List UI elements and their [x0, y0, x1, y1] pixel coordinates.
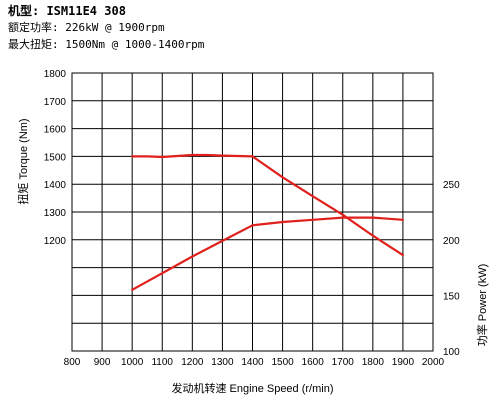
x-axis-label: 发动机转速 Engine Speed (r/min) — [172, 381, 334, 395]
left-tick-label: 1600 — [44, 125, 67, 136]
x-tick-label: 800 — [64, 357, 81, 368]
x-axis-ticks: 800 900 1000 1100 1200 1300 1400 1500 1600 1700 18… — [64, 357, 445, 368]
left-tick-label: 1300 — [44, 208, 67, 219]
data-lines — [131, 153, 404, 291]
plot-area-frame — [71, 72, 434, 352]
left-tick-label: 1700 — [44, 97, 67, 108]
right-tick-label: 100 — [443, 347, 460, 358]
x-tick-label: 1900 — [392, 357, 415, 368]
left-axis-ticks: 1200 1300 1400 1500 1600 1700 1800 — [44, 69, 67, 247]
x-tick-label: 1800 — [362, 357, 385, 368]
x-tick-label: 1400 — [241, 357, 264, 368]
engine-model-title: 机型: ISM11E4 308 — [8, 4, 126, 18]
x-tick-label: 1300 — [211, 357, 234, 368]
left-tick-label: 1200 — [44, 236, 67, 247]
x-tick-label: 900 — [94, 357, 111, 368]
chart-grid — [72, 73, 433, 351]
right-axis-ticks: 100 150 200 250 — [443, 180, 460, 358]
right-tick-label: 150 — [443, 291, 460, 302]
x-tick-label: 2000 — [422, 357, 445, 368]
x-tick-label: 1200 — [181, 357, 204, 368]
left-tick-label: 1800 — [44, 69, 67, 80]
max-torque-text: 最大扭矩: 1500Nm @ 1000-1400rpm — [8, 38, 205, 51]
x-tick-label: 1100 — [151, 357, 173, 368]
x-tick-label: 1500 — [271, 357, 294, 368]
x-tick-label: 1700 — [332, 357, 355, 368]
right-axis-label: 功率 Power (kW) — [475, 264, 489, 347]
x-tick-label: 1600 — [302, 357, 325, 368]
left-tick-label: 1500 — [44, 152, 67, 163]
rated-power-text: 额定功率: 226kW @ 1900rpm — [8, 21, 165, 34]
right-tick-label: 200 — [443, 236, 460, 247]
left-axis-label: 扭矩 Torque (Nm) — [16, 118, 30, 204]
right-tick-label: 250 — [443, 180, 460, 191]
power-curve — [131, 216, 404, 291]
x-tick-label: 1000 — [121, 357, 144, 368]
left-tick-label: 1400 — [44, 180, 67, 191]
